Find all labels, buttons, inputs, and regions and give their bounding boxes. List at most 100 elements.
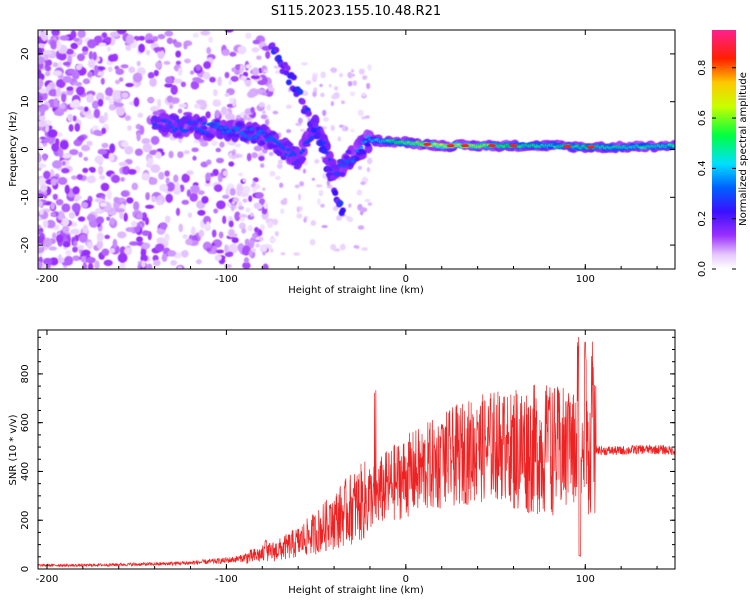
snr-frame — [37, 329, 676, 570]
spectrogram-spot — [166, 181, 175, 192]
spectrogram-spot — [125, 44, 132, 51]
spectrogram-spot — [157, 98, 162, 109]
spectrogram-spot — [163, 119, 168, 123]
spectrogram-spot — [140, 254, 148, 262]
spectrogram-spot — [95, 208, 102, 214]
spectrogram-y-tick-label: 10 — [20, 95, 31, 108]
spectrogram-spot — [337, 200, 344, 207]
spectrogram-spot — [196, 117, 203, 122]
spectrogram-spot — [350, 69, 355, 73]
spectrogram-spot — [127, 169, 137, 175]
spectrogram-spot — [147, 97, 155, 103]
spectrogram-spot — [88, 51, 94, 60]
spectrogram-spot — [164, 233, 170, 243]
spectrogram-spot — [224, 71, 230, 79]
spectrogram-spot — [38, 230, 43, 235]
spectrogram-spot — [259, 140, 266, 146]
spectrogram-spot — [195, 259, 202, 265]
spectrogram-spot — [72, 186, 80, 195]
spectrogram-spot — [200, 129, 204, 133]
spectrogram-spot — [169, 125, 174, 129]
spectrogram-spot — [81, 201, 89, 209]
spectrogram-spot — [98, 42, 107, 47]
spectrogram-spot — [67, 113, 74, 122]
spectrogram-spot — [151, 125, 158, 130]
spectrogram-spot — [152, 110, 161, 116]
spectrogram-spot — [63, 241, 71, 248]
spectrogram-spot — [215, 157, 225, 164]
spectrogram-spot — [311, 127, 317, 134]
spectrogram-spot — [332, 164, 339, 169]
spectrogram-spot — [252, 39, 260, 45]
spectrogram-spot — [361, 92, 366, 97]
spectrogram-spot — [235, 143, 241, 148]
spectrogram-spot — [296, 206, 301, 213]
spectrogram-spot — [257, 80, 267, 86]
spectrogram-spot — [92, 51, 97, 61]
spectrogram-spot — [181, 249, 189, 258]
spectrogram-spot — [305, 80, 312, 85]
spectrogram-spot — [38, 236, 43, 245]
spectrogram-spot — [164, 127, 171, 132]
spectrogram-spot — [82, 224, 89, 235]
spectrogram-spot — [200, 30, 211, 36]
spectrogram-spot — [138, 35, 146, 41]
spectrogram-spot — [207, 133, 214, 139]
spectrogram-spot — [52, 193, 58, 201]
spectrogram-spot — [64, 255, 74, 266]
spectrogram-spot — [187, 212, 193, 218]
spectrogram-spot — [155, 151, 162, 159]
spectrogram-spot — [176, 119, 181, 123]
spectrogram-spot — [56, 40, 62, 51]
spectrogram-spot — [126, 197, 134, 204]
spectrogram-spot — [260, 224, 265, 231]
spectrogram-spot — [156, 200, 162, 206]
spectrogram-spot — [294, 184, 300, 189]
spectrogram-spot — [175, 132, 182, 137]
spectrogram-spot — [132, 72, 143, 83]
spectrogram-spot — [149, 177, 158, 185]
spectrogram-spot — [97, 165, 104, 176]
spectrogram-heatmap — [38, 30, 675, 269]
spectrogram-spot — [177, 67, 183, 76]
spectrogram-spot — [320, 203, 325, 208]
spectrogram-spot — [115, 208, 125, 213]
spectrogram-spot — [38, 261, 43, 269]
spectrogram-spot — [366, 167, 371, 173]
spectrogram-spot — [38, 137, 43, 144]
spectrogram-y-tick-label: 20 — [20, 48, 31, 61]
spectrogram-spot — [99, 175, 106, 180]
spectrogram-spot — [228, 79, 233, 86]
spectrogram-spot — [195, 64, 202, 71]
spectrogram-spot — [268, 151, 274, 156]
spectrogram-spot — [42, 220, 49, 228]
spectrogram-spot — [202, 122, 207, 126]
spectrogram-spot — [108, 152, 115, 162]
spectrogram-spot — [106, 189, 113, 200]
spectrogram-spot — [262, 187, 266, 191]
spectrogram-spot — [231, 204, 235, 212]
snr-series-line — [38, 336, 675, 568]
spectrogram-spot — [284, 65, 291, 72]
spectrogram-spot — [178, 103, 188, 108]
spectrogram-spot — [301, 90, 308, 95]
spectrogram-spot — [136, 212, 143, 220]
snr-y-tick-label: 200 — [20, 511, 31, 530]
spectrogram-spot — [120, 64, 129, 69]
spectrogram-spot — [128, 66, 136, 74]
spectrogram-spot — [130, 220, 138, 228]
spectrogram-spot — [57, 132, 63, 138]
spectrogram-spot — [62, 61, 71, 66]
spectrogram-spot — [299, 181, 305, 187]
spectrogram-peak — [563, 144, 572, 148]
spectrogram-spot — [94, 155, 104, 164]
spectrogram-spot — [120, 190, 129, 197]
spectrogram-spot — [145, 204, 155, 209]
spectrogram-spot — [145, 49, 151, 56]
spectrogram-spot — [255, 243, 260, 248]
spectrogram-spot — [228, 161, 235, 167]
spectrogram-spot — [114, 79, 121, 85]
spectrogram-spot — [252, 232, 257, 239]
spectrogram-spot — [268, 135, 273, 139]
